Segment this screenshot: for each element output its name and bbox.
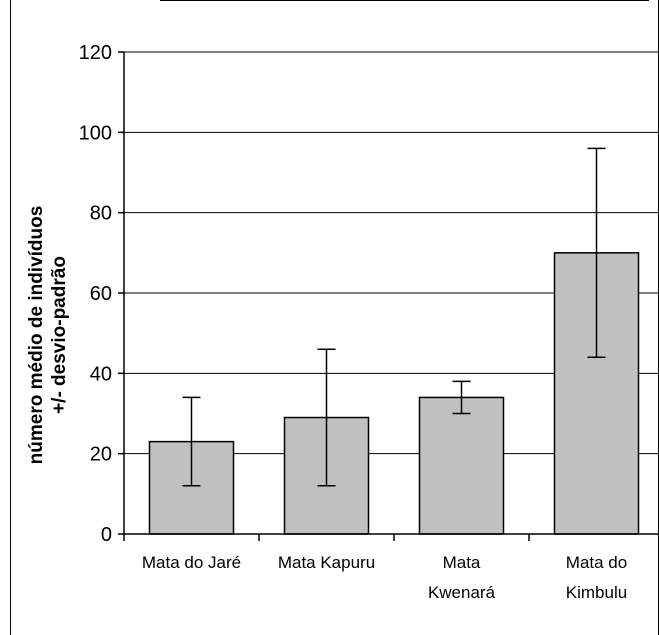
y-tick-label: 120 [79, 42, 112, 64]
y-tick-label: 100 [79, 122, 112, 144]
x-tick-label: Kwenará [428, 583, 496, 602]
bar [418, 396, 505, 535]
x-tick-label: Mata Kapuru [278, 553, 375, 572]
y-tick-labels: 0 20 40 60 80 100 120 [79, 42, 112, 546]
x-tick-label: Mata [443, 553, 481, 572]
y-tick-label: 40 [90, 363, 112, 385]
y-tick-label: 20 [90, 444, 112, 466]
x-category-labels: Mata do Jaré Mata Kapuru Mata Kwenará Mata d… [142, 553, 627, 602]
bars [148, 252, 640, 535]
y-tick-label: 60 [90, 283, 112, 305]
y-axis-label: número médio de indivíduos +/- desvio-pa… [26, 206, 70, 465]
error-bars [182, 147, 606, 487]
x-tick-label: Kimbulu [566, 583, 627, 602]
y-tick-label: 80 [90, 203, 112, 225]
y-axis-label-line-2: +/- desvio-padrão [49, 256, 70, 414]
y-tick-label: 0 [101, 524, 112, 546]
axes [118, 51, 659, 541]
frame-top-border [160, 0, 649, 1]
y-axis-label-line-1: número médio de indivíduos [26, 206, 47, 465]
x-tick-label: Mata do Jaré [142, 553, 241, 572]
x-tick-label: Mata do [566, 553, 627, 572]
